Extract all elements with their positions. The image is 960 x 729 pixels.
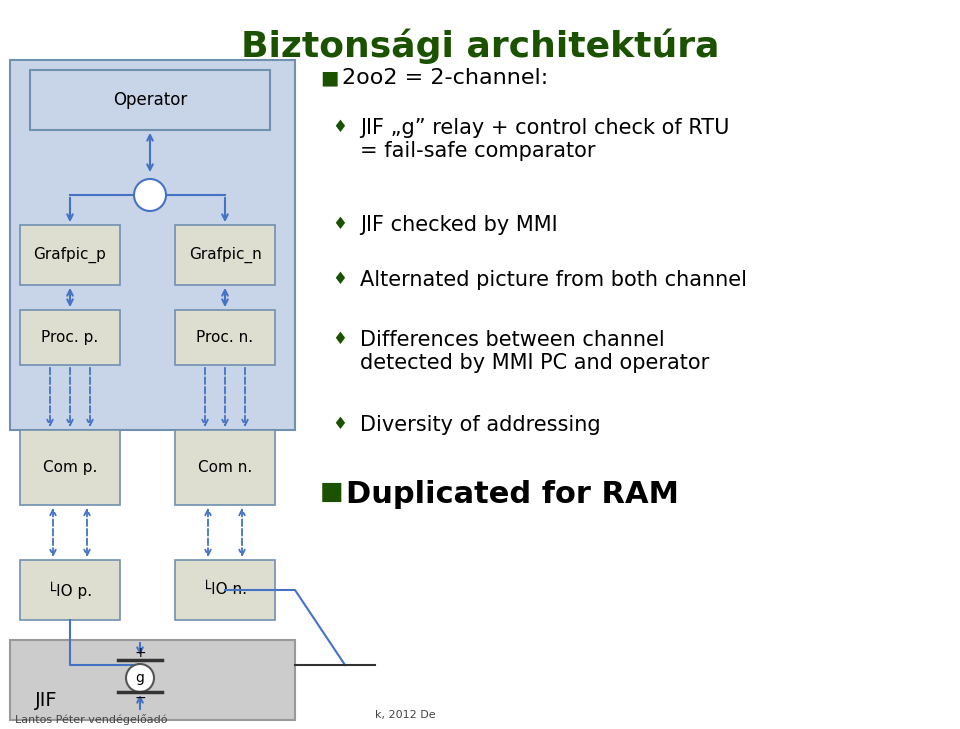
Text: Lantos Péter vendégelőadó: Lantos Péter vendégelőadó (15, 714, 167, 725)
Text: ♦: ♦ (332, 415, 347, 433)
Text: └IO n.: └IO n. (203, 582, 248, 598)
Text: Diversity of addressing: Diversity of addressing (360, 415, 601, 435)
Text: ■: ■ (320, 480, 344, 504)
FancyBboxPatch shape (20, 430, 120, 505)
Text: Proc. p.: Proc. p. (41, 330, 99, 345)
Text: ♦: ♦ (332, 118, 347, 136)
Text: └IO p.: └IO p. (47, 581, 92, 599)
Text: ♦: ♦ (332, 215, 347, 233)
Text: ♦: ♦ (332, 330, 347, 348)
Text: Alternated picture from both channel: Alternated picture from both channel (360, 270, 747, 290)
Text: g: g (135, 671, 144, 685)
FancyBboxPatch shape (10, 60, 295, 430)
Text: ♦: ♦ (332, 270, 347, 288)
Circle shape (134, 179, 166, 211)
Text: Biztonsági architektúra: Biztonsági architektúra (241, 28, 719, 63)
FancyBboxPatch shape (175, 225, 275, 285)
FancyBboxPatch shape (20, 560, 120, 620)
FancyBboxPatch shape (20, 310, 120, 365)
Text: Com p.: Com p. (43, 459, 97, 475)
FancyBboxPatch shape (30, 70, 270, 130)
Text: Operator: Operator (113, 91, 187, 109)
Text: Grafpic_n: Grafpic_n (188, 247, 261, 263)
Text: +: + (134, 646, 146, 660)
FancyBboxPatch shape (10, 640, 295, 720)
FancyBboxPatch shape (20, 225, 120, 285)
Text: Differences between channel
detected by MMI PC and operator: Differences between channel detected by … (360, 330, 709, 373)
FancyBboxPatch shape (175, 430, 275, 505)
Text: k, 2012 De: k, 2012 De (375, 710, 436, 720)
Text: Com n.: Com n. (198, 459, 252, 475)
Text: −: − (134, 691, 146, 705)
Text: ■: ■ (320, 68, 338, 87)
Circle shape (126, 664, 154, 692)
Text: Duplicated for RAM: Duplicated for RAM (346, 480, 679, 509)
Text: JIF checked by MMI: JIF checked by MMI (360, 215, 558, 235)
FancyBboxPatch shape (175, 310, 275, 365)
FancyBboxPatch shape (175, 560, 275, 620)
Text: JIF „g” relay + control check of RTU
= fail-safe comparator: JIF „g” relay + control check of RTU = f… (360, 118, 730, 161)
Text: Proc. n.: Proc. n. (197, 330, 253, 345)
Text: Grafpic_p: Grafpic_p (34, 247, 107, 263)
Text: 2oo2 = 2-channel:: 2oo2 = 2-channel: (342, 68, 548, 88)
Text: JIF: JIF (35, 690, 58, 709)
